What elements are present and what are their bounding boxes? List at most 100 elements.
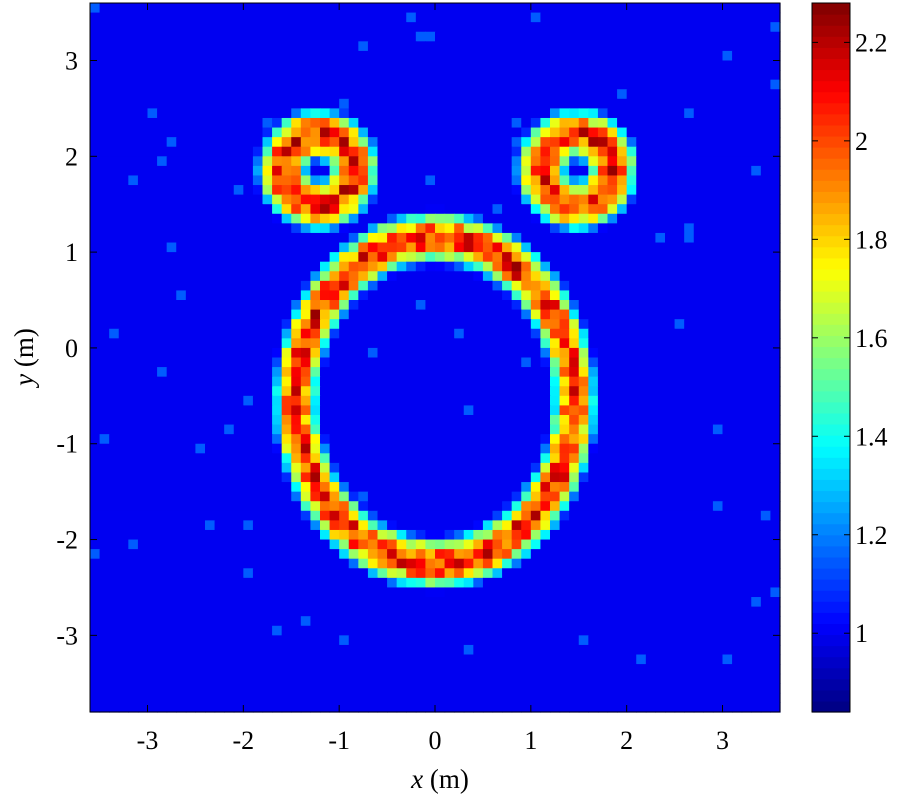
heatmap-cell [473,395,484,406]
heatmap-cell [176,482,187,493]
heatmap-cell [90,31,101,42]
heatmap-cell [741,654,752,665]
heatmap-cell [741,644,752,656]
heatmap-cell [90,252,101,263]
heatmap-cell [454,357,465,368]
heatmap-cell [166,175,177,186]
heatmap-cell [540,338,551,349]
heatmap-cell [463,146,474,157]
heatmap-cell [559,529,570,541]
heatmap-cell [147,50,158,62]
heatmap-cell [367,204,379,215]
heatmap-cell [550,117,561,129]
heatmap-cell [693,577,704,589]
heatmap-cell [377,491,388,502]
heatmap-cell [607,376,618,387]
heatmap-cell [339,146,350,157]
heatmap-cell [128,137,139,148]
heatmap-cell [492,568,503,579]
heatmap-cell [348,60,359,71]
heatmap-cell [760,597,772,608]
heatmap-cell [377,577,388,589]
heatmap-cell [205,453,216,464]
heatmap-cell [559,175,570,186]
heatmap-cell [521,597,532,608]
heatmap-cell [751,300,762,311]
heatmap-cell [396,31,407,42]
heatmap-cell [722,587,733,598]
heatmap-cell [511,328,522,339]
heatmap-cell [329,60,340,71]
heatmap-cell [521,41,532,52]
heatmap-cell [137,22,149,33]
heatmap-cell [128,108,139,119]
heatmap-cell [444,185,455,196]
heatmap-cell [550,462,561,474]
heatmap-cell [339,501,350,512]
heatmap-cell [722,635,733,646]
heatmap-cell [751,644,762,656]
heatmap-cell [751,242,762,253]
heatmap-cell [185,12,197,23]
heatmap-cell [329,127,340,138]
heatmap-cell [684,357,695,368]
heatmap-cell [607,357,618,368]
heatmap-cell [463,510,474,521]
heatmap-cell [233,261,244,272]
heatmap-cell [521,108,532,119]
heatmap-cell [147,12,158,23]
heatmap-cell [770,520,781,531]
heatmap-cell [693,625,704,636]
heatmap-cell [329,472,340,483]
heatmap-cell [358,108,369,119]
heatmap-cell [588,520,599,531]
heatmap-cell [502,395,513,406]
heatmap-cell [224,520,235,531]
heatmap-cell [559,443,570,454]
heatmap-cell [492,31,503,42]
heatmap-cell [252,3,264,14]
heatmap-cell [99,108,110,119]
heatmap-cell [703,137,714,148]
heatmap-cell [377,357,388,368]
heatmap-cell [320,232,331,244]
heatmap-cell [272,108,283,119]
heatmap-cell [482,616,494,627]
heatmap-cell [387,127,398,138]
heatmap-cell [291,635,302,646]
heatmap-cell [732,482,743,493]
heatmap-cell [578,22,589,33]
heatmap-cell [214,108,225,119]
heatmap-cell [377,117,388,129]
heatmap-cell [463,117,474,129]
heatmap-cell [732,79,743,90]
heatmap-cell [425,175,436,186]
heatmap-cell [118,127,129,138]
heatmap-cell [281,300,292,311]
heatmap-cell [214,127,225,138]
heatmap-cell [118,549,129,560]
heatmap-cell [521,271,532,282]
heatmap-cell [454,175,465,186]
heatmap-cell [396,386,407,397]
heatmap-cell [214,175,225,186]
heatmap-cell [310,261,321,272]
heatmap-cell [511,539,522,550]
heatmap-cell [281,165,292,177]
heatmap-cell [473,529,484,541]
heatmap-cell [281,520,292,531]
heatmap-cell [751,386,762,397]
heatmap-cell [137,89,149,100]
heatmap-cell [377,597,388,608]
heatmap-cell [166,117,177,129]
heatmap-cell [626,558,637,569]
heatmap-cell [90,41,101,52]
heatmap-cell [176,606,187,617]
heatmap-cell [569,213,580,224]
heatmap-cell [252,376,264,387]
heatmap-cell [224,194,235,205]
heatmap-cell [511,31,522,42]
heatmap-cell [272,558,283,569]
heatmap-cell [703,597,714,608]
heatmap-cell [454,443,465,454]
